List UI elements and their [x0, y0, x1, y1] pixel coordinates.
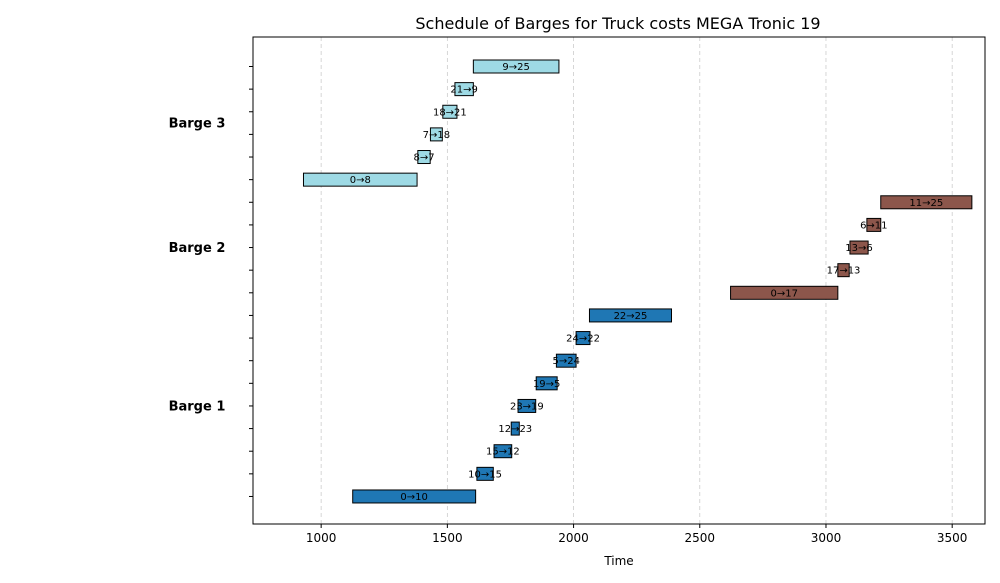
- barge-label: Barge 3: [169, 117, 226, 132]
- task-label: 7→18: [423, 130, 450, 141]
- task-bar: [866, 217, 882, 232]
- task-bar: [352, 489, 477, 504]
- x-tick-label: 1000: [306, 531, 337, 545]
- task-bar: [510, 421, 520, 436]
- bars: 0→10 10→15 15→12 12→23 23→19 19→5 5→24 24→22 22→…: [302, 59, 973, 504]
- task-bar: [429, 127, 443, 142]
- task-label: 9→25: [502, 62, 529, 73]
- task-label: 24→22: [566, 334, 600, 345]
- task-bar: [302, 172, 418, 187]
- x-axis-label: Time: [603, 554, 633, 568]
- task-bar: [454, 82, 474, 97]
- task-label: 18→21: [433, 107, 467, 118]
- task-label: 8→7: [413, 153, 434, 164]
- barge-label: Barge 1: [169, 399, 226, 414]
- task-label: 17→13: [827, 266, 861, 277]
- task-label: 19→5: [533, 379, 560, 390]
- axis-ticks: 1000 1500 2000 2500 3000 3500 Barge 1 Barge 2 Ba…: [169, 66, 968, 545]
- task-bar: [535, 376, 558, 391]
- task-bar: [837, 263, 850, 278]
- task-bar: [417, 150, 431, 165]
- task-label: 0→8: [350, 175, 371, 186]
- task-bar: [476, 466, 494, 481]
- task-bar: [575, 331, 591, 346]
- task-bar: [442, 104, 458, 119]
- x-tick-label: 3000: [811, 531, 842, 545]
- task-label: 5→24: [553, 356, 580, 367]
- task-bar: [730, 285, 839, 300]
- task-label: 21→9: [450, 85, 477, 96]
- grid-lines: [320, 37, 953, 524]
- task-label: 15→12: [486, 447, 520, 458]
- x-tick-label: 2500: [684, 531, 715, 545]
- task-label: 23→19: [510, 401, 544, 412]
- task-label: 11→25: [909, 198, 943, 209]
- chart-title: Schedule of Barges for Truck costs MEGA …: [415, 14, 820, 33]
- task-bar: [588, 308, 673, 323]
- plot-frame: [252, 36, 986, 525]
- barge-label: Barge 2: [169, 241, 226, 256]
- task-bar: [880, 195, 973, 210]
- x-tick-label: 1500: [432, 531, 463, 545]
- task-label: 0→17: [770, 288, 797, 299]
- task-label: 12→23: [498, 424, 532, 435]
- task-bar: [555, 353, 577, 368]
- task-bar: [493, 444, 513, 459]
- task-label: 0→10: [400, 492, 427, 503]
- task-bar: [517, 398, 537, 413]
- task-bar: [472, 59, 560, 74]
- task-label: 13→6: [845, 243, 872, 254]
- task-bar: [849, 240, 869, 255]
- x-tick-label: 3500: [937, 531, 968, 545]
- task-label: 6→11: [860, 220, 887, 231]
- task-label: 22→25: [614, 311, 648, 322]
- task-label: 10→15: [468, 469, 502, 480]
- x-tick-label: 2000: [558, 531, 589, 545]
